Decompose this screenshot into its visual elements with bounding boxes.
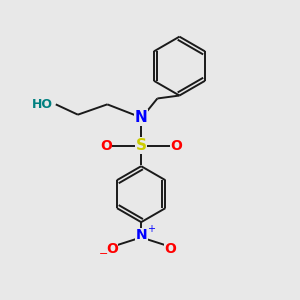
Text: O: O	[106, 242, 118, 256]
Text: O: O	[171, 139, 182, 153]
Text: +: +	[147, 224, 154, 234]
Text: N: N	[135, 228, 147, 242]
Text: O: O	[100, 139, 112, 153]
Text: O: O	[165, 242, 176, 256]
Text: N: N	[135, 110, 148, 125]
Text: HO: HO	[32, 98, 53, 111]
Text: −: −	[99, 249, 108, 259]
Text: S: S	[136, 138, 147, 153]
